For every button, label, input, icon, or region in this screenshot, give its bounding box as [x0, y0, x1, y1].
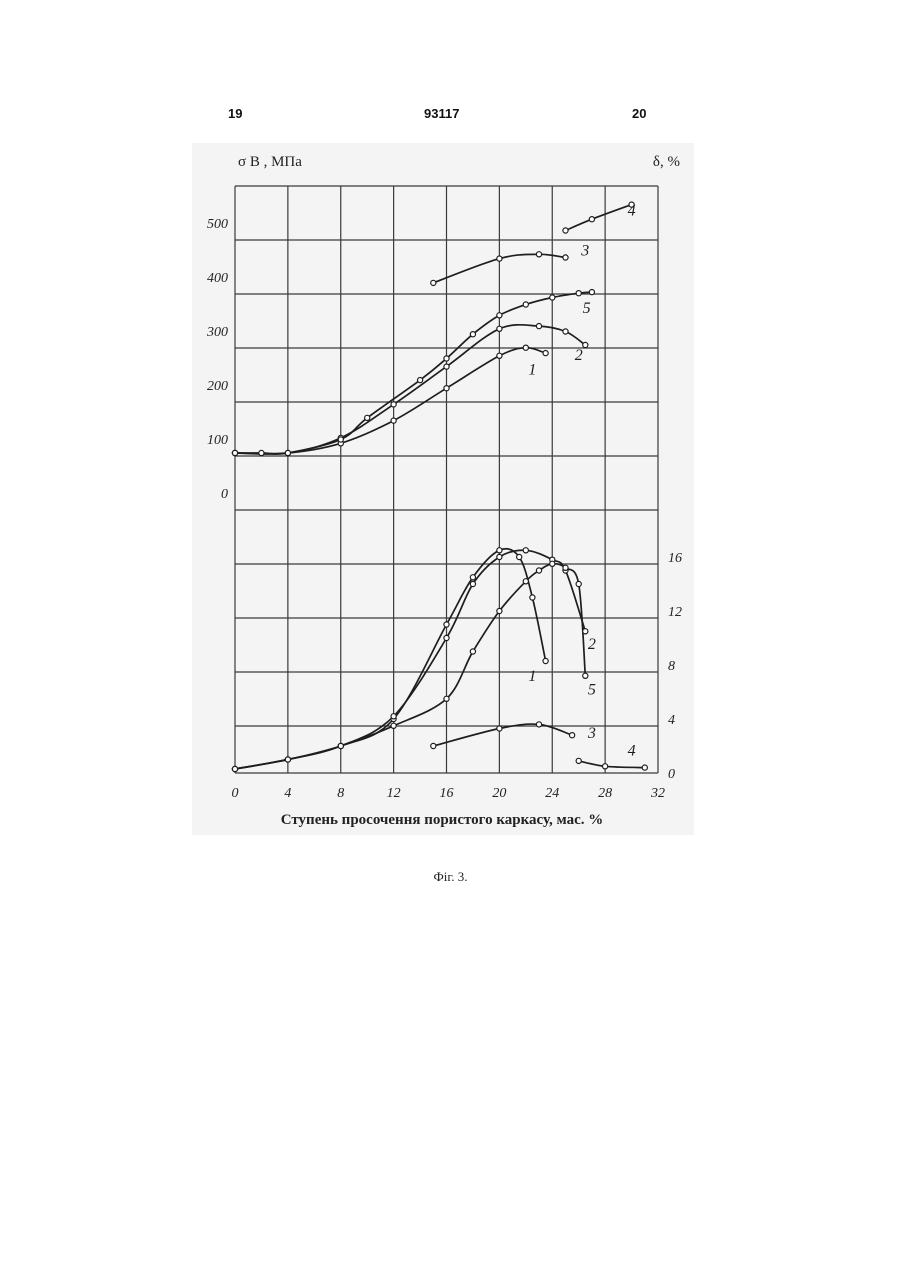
strength-point-5 [338, 437, 343, 442]
figure-caption: Фіг. 3. [0, 869, 901, 885]
elongation-point-5 [523, 579, 528, 584]
elongation-point-5 [550, 561, 555, 566]
strength-point-3 [497, 256, 502, 261]
elongation-point-5 [232, 766, 237, 771]
strength-series-label: 2 [575, 347, 583, 364]
x-tick-label: 32 [650, 786, 665, 801]
strength-point-5 [285, 450, 290, 455]
strength-point-5 [550, 295, 555, 300]
strength-point-5 [232, 450, 237, 455]
strength-point-2 [497, 326, 502, 331]
strength-point-5 [523, 302, 528, 307]
strength-tick-label: 100 [207, 433, 228, 448]
x-axis-label: Ступень просочення пористого каркасу, ма… [281, 812, 604, 828]
x-tick-label: 12 [387, 786, 401, 801]
strength-point-2 [583, 342, 588, 347]
elongation-point-5 [583, 673, 588, 678]
elongation-point-2 [523, 548, 528, 553]
strength-point-4 [563, 228, 568, 233]
strength-series-label: 4 [628, 202, 636, 219]
elongation-point-4 [576, 758, 581, 763]
strength-point-2 [391, 402, 396, 407]
strength-point-1 [391, 418, 396, 423]
elongation-tick-label: 4 [668, 713, 675, 728]
elongation-tick-label: 16 [668, 551, 682, 566]
elongation-point-3 [570, 733, 575, 738]
strength-point-1 [444, 386, 449, 391]
elongation-point-5 [338, 743, 343, 748]
elongation-tick-label: 12 [668, 605, 682, 620]
elongation-point-5 [497, 608, 502, 613]
x-tick-label: 8 [337, 786, 344, 801]
x-tick-label: 16 [440, 786, 454, 801]
strength-point-1 [543, 351, 548, 356]
x-tick-label: 28 [598, 786, 612, 801]
strength-series-label: 3 [580, 242, 589, 259]
strength-point-5 [365, 415, 370, 420]
elongation-point-2 [583, 629, 588, 634]
elongation-point-1 [470, 575, 475, 580]
elongation-series-label: 2 [588, 636, 596, 653]
elongation-point-2 [497, 554, 502, 559]
strength-point-1 [497, 353, 502, 358]
strength-point-5 [589, 290, 594, 295]
elongation-point-2 [444, 635, 449, 640]
elongation-point-5 [391, 723, 396, 728]
strength-point-2 [563, 329, 568, 334]
elongation-point-3 [431, 743, 436, 748]
strength-axis-label: σ В , МПа [238, 154, 302, 170]
strength-tick-label: 500 [207, 217, 228, 232]
elongation-point-5 [576, 581, 581, 586]
elongation-series-label: 3 [587, 725, 596, 742]
elongation-tick-label: 0 [668, 767, 675, 782]
strength-point-3 [536, 252, 541, 257]
elongation-point-4 [642, 765, 647, 770]
elongation-point-3 [536, 722, 541, 727]
strength-point-3 [563, 255, 568, 260]
elongation-point-5 [444, 696, 449, 701]
strength-point-5 [418, 378, 423, 383]
strength-series-label: 5 [583, 300, 591, 317]
elongation-point-2 [470, 581, 475, 586]
elongation-series-label: 5 [588, 682, 596, 699]
strength-tick-label: 300 [206, 325, 228, 340]
elongation-point-3 [497, 726, 502, 731]
strength-series-label: 1 [528, 362, 536, 379]
elongation-point-5 [536, 568, 541, 573]
elongation-point-4 [603, 764, 608, 769]
elongation-series-label: 1 [528, 668, 536, 685]
elongation-tick-label: 8 [668, 659, 675, 674]
elongation-point-1 [517, 554, 522, 559]
elongation-point-2 [391, 714, 396, 719]
elongation-point-1 [530, 595, 535, 600]
strength-point-5 [259, 450, 264, 455]
x-tick-label: 24 [545, 786, 559, 801]
x-tick-label: 4 [284, 786, 291, 801]
strength-point-2 [444, 364, 449, 369]
elongation-series-label: 4 [628, 743, 636, 760]
strength-point-4 [589, 217, 594, 222]
elongation-point-1 [444, 622, 449, 627]
strength-point-1 [523, 345, 528, 350]
strength-tick-label: 200 [207, 379, 228, 394]
strength-tick-label: 400 [207, 271, 228, 286]
elongation-point-5 [285, 757, 290, 762]
x-tick-label: 20 [492, 786, 506, 801]
elongation-point-1 [543, 658, 548, 663]
strength-point-2 [536, 324, 541, 329]
strength-point-5 [444, 356, 449, 361]
elongation-point-1 [497, 548, 502, 553]
strength-point-5 [470, 332, 475, 337]
elongation-axis-label: δ, % [653, 154, 680, 170]
elongation-point-5 [470, 649, 475, 654]
elongation-point-5 [563, 565, 568, 570]
strength-point-3 [431, 280, 436, 285]
strength-point-5 [576, 291, 581, 296]
strength-tick-label: 0 [221, 487, 228, 502]
figure-background [192, 143, 694, 835]
x-tick-label: 0 [232, 786, 239, 801]
strength-point-5 [497, 313, 502, 318]
